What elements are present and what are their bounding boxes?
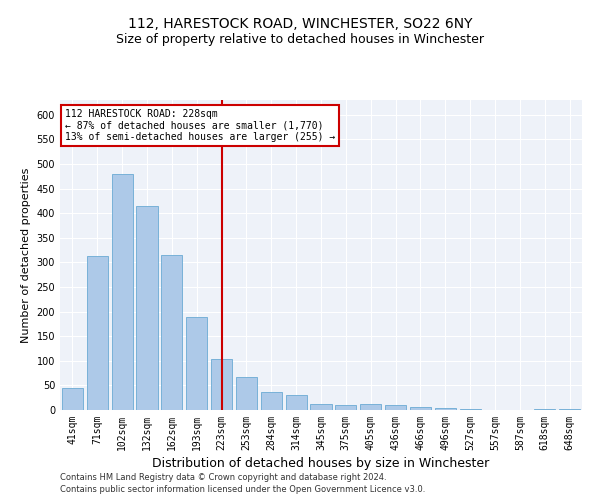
Bar — [87, 256, 108, 410]
Bar — [186, 316, 207, 410]
Bar — [385, 405, 406, 410]
Text: Contains public sector information licensed under the Open Government Licence v3: Contains public sector information licen… — [60, 485, 425, 494]
Bar — [335, 405, 356, 410]
Bar — [236, 376, 257, 410]
Bar — [211, 360, 232, 410]
Y-axis label: Number of detached properties: Number of detached properties — [21, 168, 31, 342]
Text: Contains HM Land Registry data © Crown copyright and database right 2024.: Contains HM Land Registry data © Crown c… — [60, 472, 386, 482]
Text: 112 HARESTOCK ROAD: 228sqm
← 87% of detached houses are smaller (1,770)
13% of s: 112 HARESTOCK ROAD: 228sqm ← 87% of deta… — [65, 110, 335, 142]
Bar — [161, 255, 182, 410]
Bar — [112, 174, 133, 410]
X-axis label: Distribution of detached houses by size in Winchester: Distribution of detached houses by size … — [152, 457, 490, 470]
Bar — [435, 408, 456, 410]
Text: Size of property relative to detached houses in Winchester: Size of property relative to detached ho… — [116, 32, 484, 46]
Bar — [534, 408, 555, 410]
Bar — [62, 388, 83, 410]
Bar — [360, 404, 381, 410]
Bar — [460, 409, 481, 410]
Bar — [261, 392, 282, 410]
Bar — [136, 206, 158, 410]
Bar — [559, 409, 580, 410]
Bar — [286, 395, 307, 410]
Bar — [310, 404, 332, 410]
Text: 112, HARESTOCK ROAD, WINCHESTER, SO22 6NY: 112, HARESTOCK ROAD, WINCHESTER, SO22 6N… — [128, 18, 472, 32]
Bar — [410, 406, 431, 410]
